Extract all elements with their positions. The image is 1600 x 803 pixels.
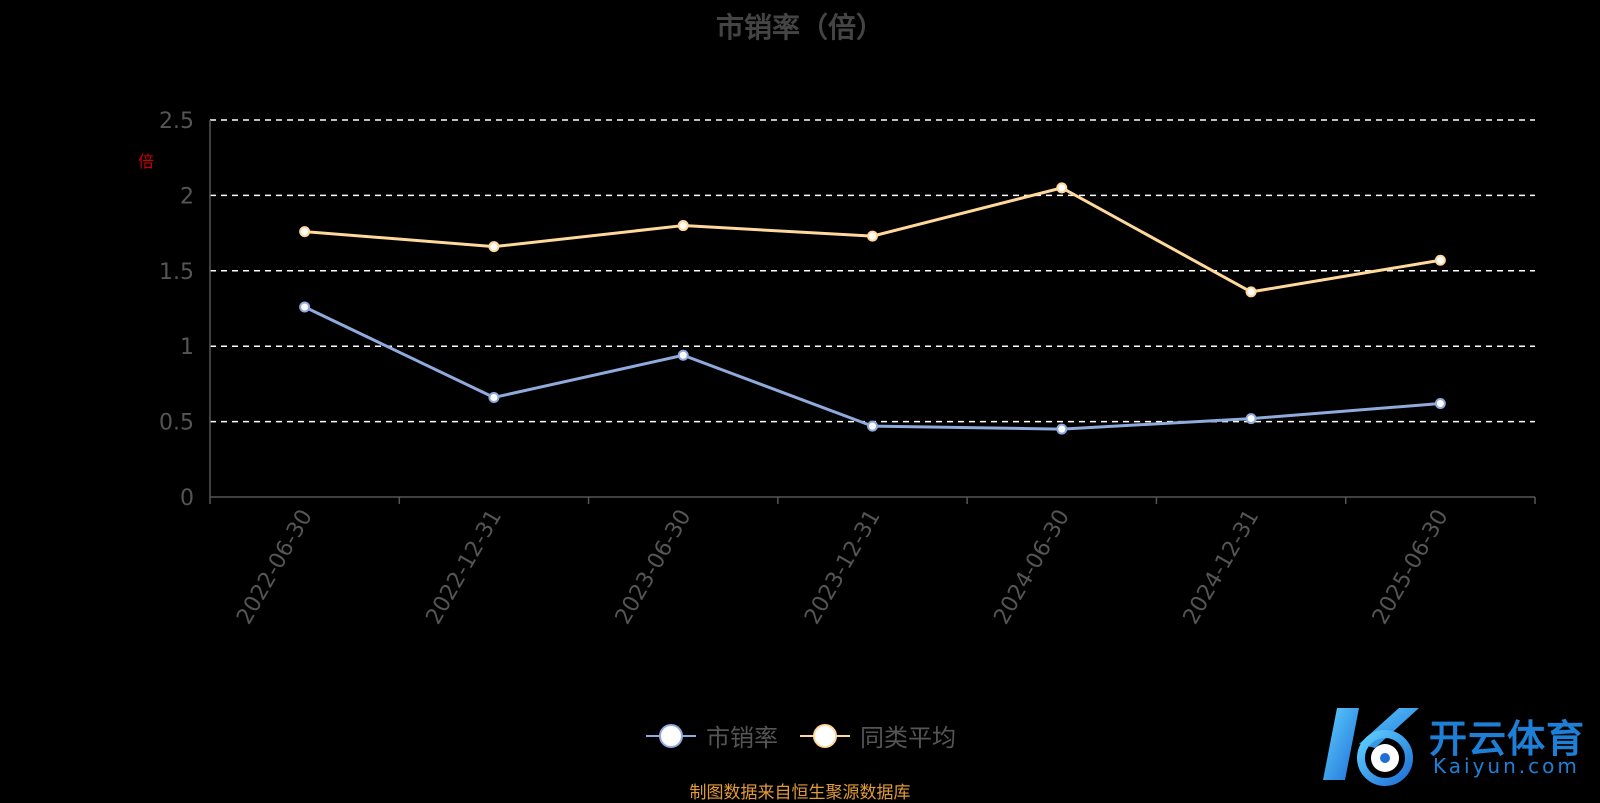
chart-title: 市销率（倍） — [715, 11, 884, 44]
legend-marker-avg — [800, 723, 850, 748]
source-note: 制图数据来自恒生聚源数据库 — [689, 783, 911, 803]
data-point[interactable] — [677, 220, 689, 232]
y-tick-label: 0.5 — [159, 411, 194, 436]
data-point[interactable] — [1434, 398, 1446, 410]
data-point[interactable] — [867, 420, 878, 432]
x-tick-label: 2024-06-30 — [989, 506, 1075, 629]
x-tick-labels: 2022-06-30 2022-12-31 2023-06-30 2023-12-31… — [232, 506, 1453, 629]
y-tick-label: 2.5 — [159, 109, 194, 134]
data-point[interactable] — [867, 230, 878, 242]
data-point[interactable] — [1245, 286, 1257, 298]
y-tick-label: 0 — [180, 486, 194, 511]
legend-item-ps[interactable]: 市销率 — [646, 718, 778, 753]
x-tick-label: 2023-12-31 — [800, 506, 886, 629]
series-line — [303, 305, 1441, 431]
data-point[interactable] — [1245, 413, 1257, 425]
legend-label-ps: 市销率 — [706, 724, 778, 752]
legend-label-avg: 同类平均 — [860, 724, 956, 752]
series-avg — [299, 182, 1446, 298]
data-point[interactable] — [1056, 423, 1068, 435]
line-chart: 0 0.5 1 1.5 2 2.5 2022-06-30 2022-12-31 2023-06… — [159, 109, 1536, 629]
y-tick-labels: 0 0.5 1 1.5 2 2.5 — [159, 109, 194, 511]
watermark-text-cn: 开云体育 — [1429, 717, 1586, 761]
legend: 市销率 同类平均 — [646, 718, 978, 753]
watermark-text-en: Kaiyun.com — [1433, 754, 1580, 778]
data-point[interactable] — [299, 226, 311, 238]
y-unit-label: 倍 — [138, 152, 155, 171]
x-tick-label: 2024-12-31 — [1179, 506, 1265, 629]
series — [299, 182, 1446, 435]
x-tick-label: 2023-06-30 — [611, 506, 697, 629]
axes — [209, 120, 1536, 504]
x-tick-label: 2025-06-30 — [1368, 506, 1454, 629]
legend-marker-ps — [646, 723, 696, 748]
y-tick-label: 1 — [180, 335, 194, 360]
data-point[interactable] — [1056, 182, 1068, 194]
data-point[interactable] — [1434, 254, 1446, 266]
x-tick-label: 2022-12-31 — [422, 506, 508, 629]
data-point[interactable] — [677, 349, 689, 361]
watermark-logo: 开云体育 Kaiyun.com — [1315, 700, 1595, 790]
x-tick-label: 2022-06-30 — [232, 506, 318, 629]
kaiyun-logo-icon — [1323, 708, 1419, 786]
data-point[interactable] — [488, 391, 500, 403]
series-ps — [299, 301, 1446, 435]
data-point[interactable] — [488, 241, 500, 253]
grid-lines — [210, 119, 1535, 423]
y-tick-label: 1.5 — [159, 260, 194, 285]
legend-item-avg[interactable]: 同类平均 — [800, 718, 956, 753]
data-point[interactable] — [299, 301, 311, 313]
y-tick-label: 2 — [180, 184, 194, 209]
